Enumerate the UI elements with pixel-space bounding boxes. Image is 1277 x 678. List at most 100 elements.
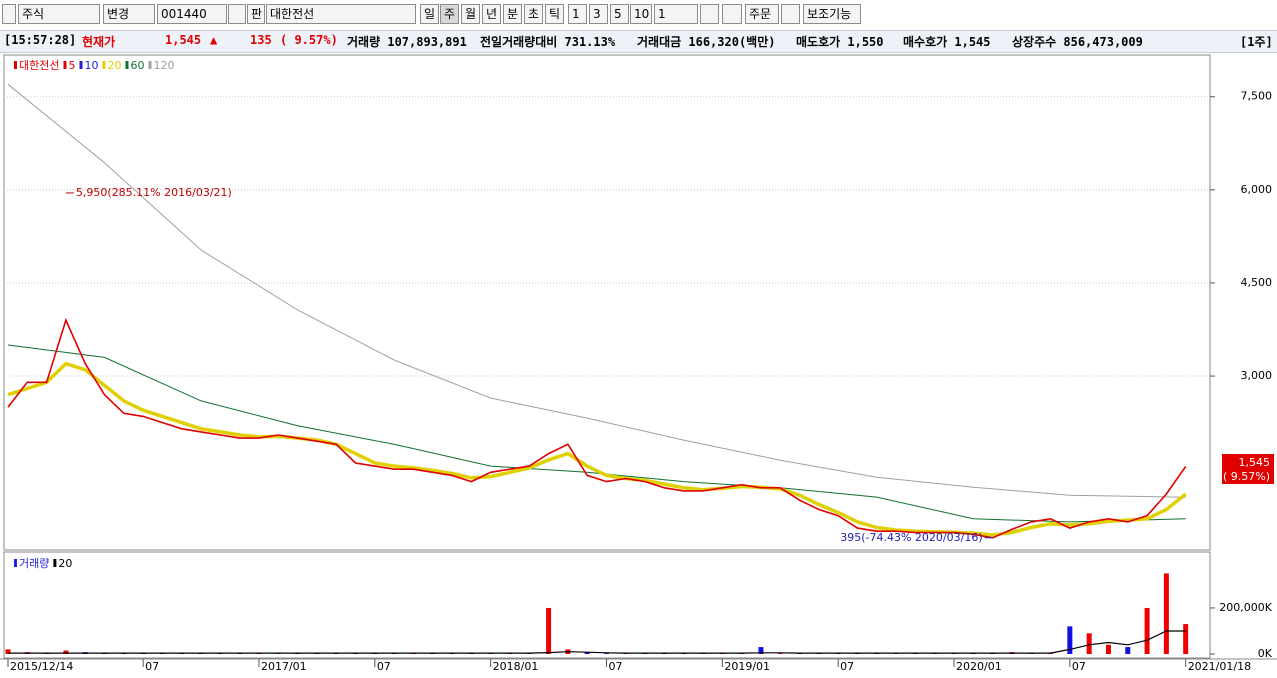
y-tick-label: 6,000 bbox=[1241, 183, 1273, 196]
toolbar-button[interactable]: 1 bbox=[568, 4, 587, 24]
price-tag: 1,545 bbox=[1239, 456, 1271, 469]
legend-swatch bbox=[102, 61, 106, 69]
arrow: ▲ bbox=[210, 33, 218, 47]
legend-swatch bbox=[14, 61, 17, 69]
volume-bar bbox=[1144, 607, 1150, 654]
legend-swatch bbox=[53, 559, 57, 567]
volume-bar bbox=[63, 650, 69, 654]
toolbar-button[interactable]: 판 bbox=[247, 4, 265, 24]
toolbar-button[interactable]: 일 bbox=[420, 4, 439, 24]
series-line bbox=[7, 83, 1186, 498]
toolbar-button[interactable]: 10 bbox=[630, 4, 652, 24]
y-tick-label: 200,000K bbox=[1219, 601, 1272, 614]
legend-swatch bbox=[125, 61, 129, 69]
toolbar-button[interactable]: 년 bbox=[482, 4, 501, 24]
toolbar-button[interactable] bbox=[2, 4, 16, 24]
legend-label: 대한전선 bbox=[19, 59, 59, 72]
legend-label: 5 bbox=[68, 59, 75, 72]
legend-swatch bbox=[148, 61, 152, 69]
legend-label: 거래량 bbox=[19, 557, 49, 570]
x-tick-label: 2017/01 bbox=[261, 660, 307, 673]
annotation: 395(-74.43% 2020/03/16) bbox=[840, 531, 982, 544]
x-tick-label: 07 bbox=[377, 660, 391, 673]
y-tick-label: 4,500 bbox=[1241, 276, 1273, 289]
series-line bbox=[8, 630, 1186, 654]
volume-bar bbox=[1086, 633, 1092, 654]
y-tick-label: 3,000 bbox=[1241, 369, 1273, 382]
price-panel bbox=[3, 54, 1211, 551]
bid: 매수호가 1,545 bbox=[903, 35, 991, 49]
toolbar-button[interactable]: 주문 bbox=[745, 4, 779, 24]
toolbar-button[interactable]: 월 bbox=[461, 4, 480, 24]
toolbar-button[interactable]: 3 bbox=[589, 4, 608, 24]
volume-bar bbox=[604, 653, 609, 654]
toolbar-button[interactable] bbox=[722, 4, 742, 24]
toolbar-button[interactable]: 초 bbox=[524, 4, 543, 24]
toolbar-button[interactable]: 001440 bbox=[157, 4, 227, 24]
series-line bbox=[7, 361, 1187, 537]
volume-bar bbox=[546, 607, 552, 654]
price-tag-bg bbox=[1222, 454, 1274, 484]
legend-label: 120 bbox=[153, 59, 174, 72]
toolbar-button[interactable] bbox=[700, 4, 719, 24]
ask: 매도호가 1,550 bbox=[796, 35, 884, 49]
legend-swatch bbox=[79, 61, 83, 69]
volume-bar bbox=[449, 653, 455, 654]
toolbar-button[interactable]: 변경 bbox=[103, 4, 155, 24]
volume-bar bbox=[5, 649, 11, 654]
x-tick-label: 07 bbox=[609, 660, 623, 673]
amount: 거래대금 166,320(백만) bbox=[637, 35, 776, 49]
volume-panel bbox=[3, 551, 1211, 659]
volume-bar bbox=[1125, 647, 1131, 654]
annotation: 5,950(285.11% 2016/03/21) bbox=[76, 186, 232, 199]
chart-area: 1,545( 9.57%) 3,000 4,500 6,000 7,500 대한전선 5 10… bbox=[0, 54, 1277, 673]
toolbar-button[interactable]: 5 bbox=[610, 4, 629, 24]
x-tick-label: 07 bbox=[840, 660, 854, 673]
x-tick-label: 2020/01 bbox=[956, 660, 1002, 673]
info-bar: [15:57:28] 현재가 1,545 ▲ 135 ( 9.57%) 거래량 … bbox=[0, 30, 1277, 53]
legend-label: 60 bbox=[130, 59, 144, 72]
toolbar-button[interactable]: 대한전선 bbox=[266, 4, 416, 24]
toolbar-button[interactable]: 분 bbox=[503, 4, 522, 24]
shares: 상장주수 856,473,009 bbox=[1012, 35, 1143, 49]
volume-bar bbox=[1105, 644, 1111, 654]
volume-bar bbox=[777, 653, 783, 654]
volume-bar bbox=[1163, 573, 1169, 654]
change: 135 bbox=[250, 33, 272, 47]
series-line bbox=[7, 317, 1187, 539]
y-tick-label: 7,500 bbox=[1241, 90, 1273, 103]
volume-bar bbox=[1183, 624, 1189, 654]
x-tick-label: 2015/12/14 bbox=[10, 660, 73, 673]
x-tick-label: 2019/01 bbox=[724, 660, 770, 673]
price: 1,545 bbox=[165, 33, 202, 47]
toolbar-button[interactable]: 주식 bbox=[18, 4, 100, 24]
legend-label: 10 bbox=[84, 59, 98, 72]
volume-ratio: 전일거래량대비 731.13% bbox=[480, 35, 616, 49]
volume-bar bbox=[758, 647, 764, 654]
toolbar-button[interactable]: 틱 bbox=[545, 4, 564, 24]
volume-bar bbox=[159, 653, 165, 654]
legend-label: 20 bbox=[58, 557, 72, 570]
toolbar-button[interactable]: 1 bbox=[654, 4, 698, 24]
x-tick-label: 2021/01/18 bbox=[1188, 660, 1251, 673]
x-tick-label: 07 bbox=[1072, 660, 1086, 673]
legend-swatch bbox=[63, 61, 67, 69]
y-tick-label: 0K bbox=[1258, 647, 1273, 660]
x-tick-label: 2018/01 bbox=[493, 660, 539, 673]
price-label: 현재가 bbox=[82, 35, 116, 49]
toolbar-button[interactable]: 보조기능 bbox=[803, 4, 861, 24]
volume-bar bbox=[584, 652, 590, 654]
volume-bar bbox=[1067, 626, 1073, 654]
toolbar-button[interactable]: 주 bbox=[440, 4, 459, 24]
toolbar-button[interactable] bbox=[781, 4, 800, 24]
series-line bbox=[7, 344, 1186, 523]
price-tag-rate: ( 9.57%) bbox=[1223, 470, 1270, 483]
rate: ( 9.57%) bbox=[280, 33, 338, 47]
legend-label: 20 bbox=[107, 59, 121, 72]
unit: [1주] bbox=[1240, 35, 1273, 49]
toolbar-button[interactable] bbox=[228, 4, 246, 24]
volume: 거래량 107,893,891 bbox=[347, 35, 467, 49]
legend-swatch bbox=[14, 559, 17, 567]
time: [15:57:28] bbox=[4, 33, 77, 47]
